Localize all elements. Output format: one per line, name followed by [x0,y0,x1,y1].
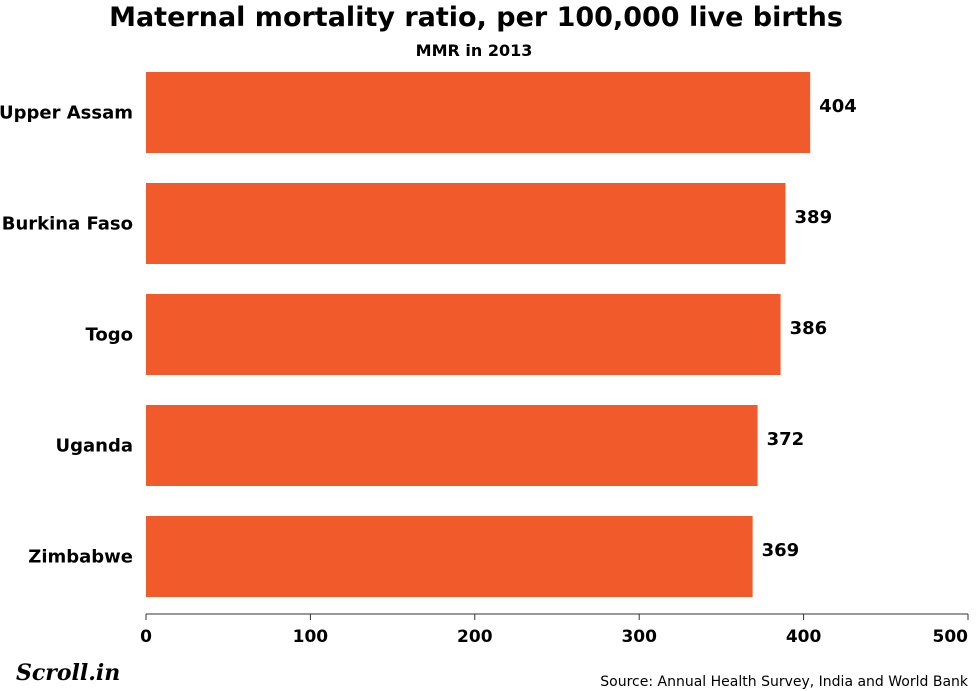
x-tick-label-100: 100 [293,627,329,647]
category-labels: Upper Assam Burkina Faso Togo Uganda Zimbabw… [0,103,133,568]
value-labels: 404 389 386 372 369 [762,96,857,561]
category-label-burkina-faso: Burkina Faso [2,214,133,235]
category-label-uganda: Uganda [56,436,134,457]
x-tick-label-0: 0 [140,627,152,647]
value-label-burkina-faso: 389 [795,207,833,228]
x-axis: 0 100 200 300 400 500 [140,613,969,647]
x-tick-label-500: 500 [933,627,969,647]
bar-togo [146,294,781,375]
x-tick-label-200: 200 [457,627,493,647]
bars-group [146,72,811,597]
category-label-togo: Togo [85,325,133,346]
value-label-togo: 386 [790,318,828,339]
value-label-uganda: 372 [767,429,805,450]
source-note: Source: Annual Health Survey, India and … [600,674,969,690]
bar-zimbabwe [146,516,753,597]
x-tick-label-300: 300 [621,627,657,647]
bar-uganda [146,405,758,486]
scroll-logo: Scroll.in [16,660,120,686]
bar-upper-assam [146,72,811,153]
chart-title: Maternal mortality ratio, per 100,000 li… [109,2,843,33]
category-label-zimbabwe: Zimbabwe [28,547,133,568]
category-label-upper-assam: Upper Assam [0,103,133,124]
value-label-upper-assam: 404 [819,96,857,117]
chart-subtitle: MMR in 2013 [416,41,533,60]
value-label-zimbabwe: 369 [762,540,800,561]
x-tick-label-400: 400 [786,627,822,647]
bar-burkina-faso [146,183,786,264]
